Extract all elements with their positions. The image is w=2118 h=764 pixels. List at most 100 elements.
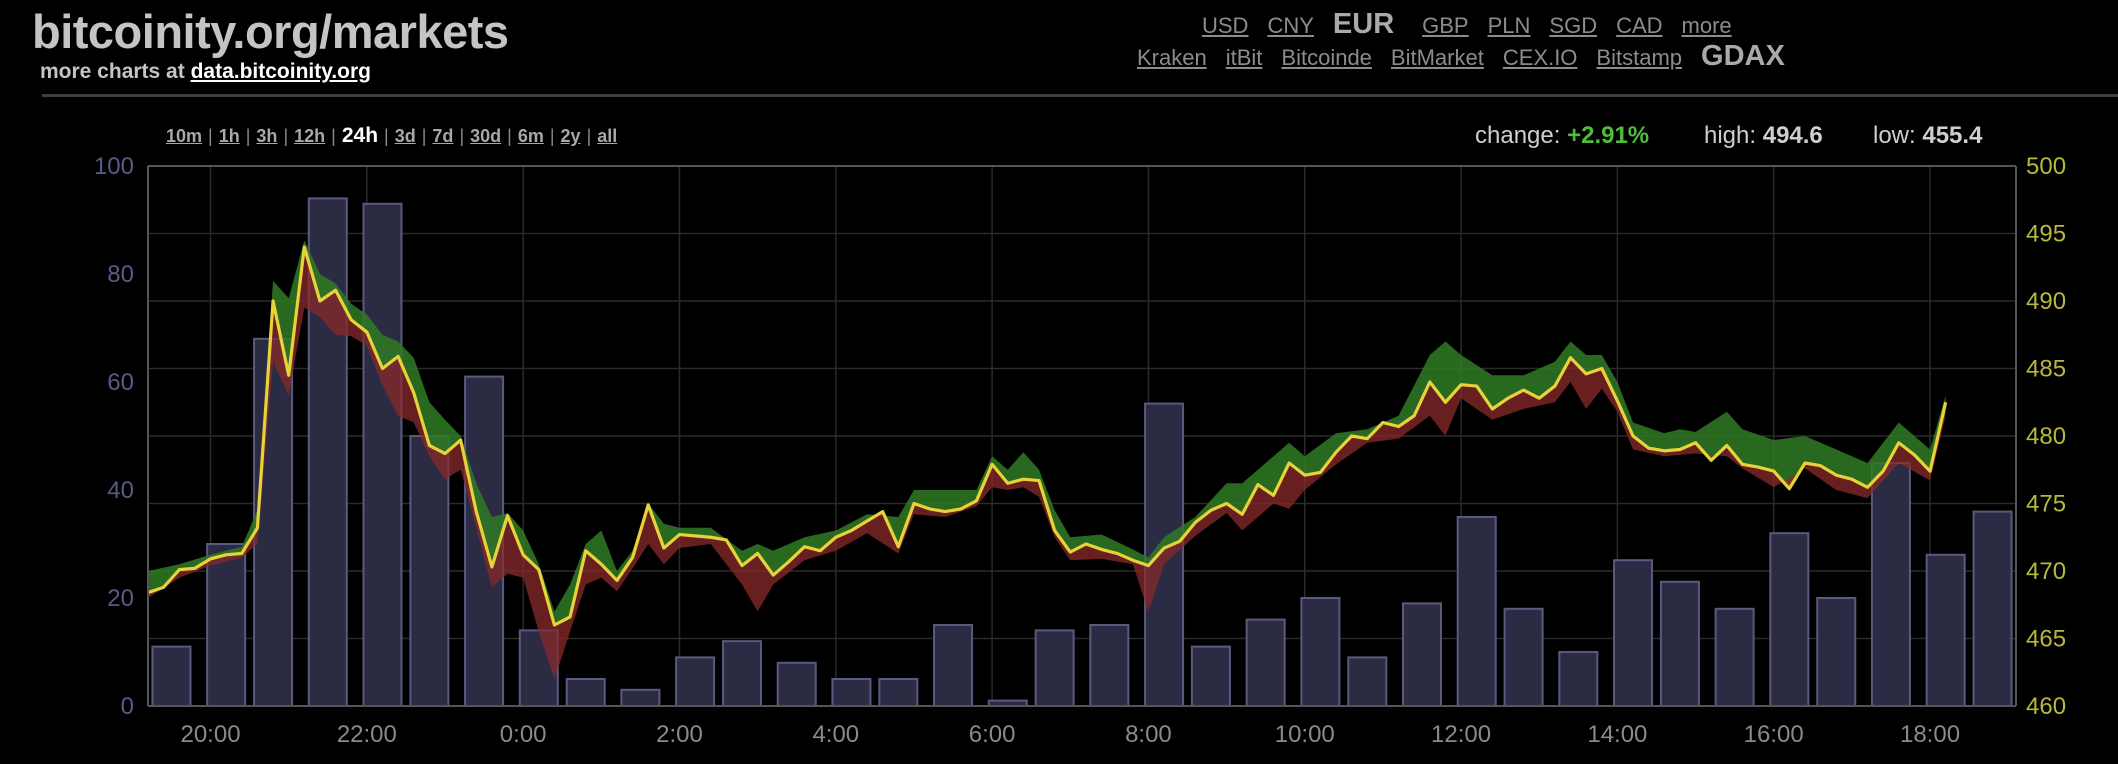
y-right-tick-label: 475 <box>2026 491 2066 518</box>
data-site-link[interactable]: data.bitcoinity.org <box>190 60 372 83</box>
volume-bar <box>1769 532 1810 708</box>
range-12h[interactable]: 12h <box>294 126 326 146</box>
volume-bar <box>831 678 872 707</box>
range-1h[interactable]: 1h <box>218 126 240 146</box>
volume-bar <box>409 435 450 707</box>
y-right-tick-label: 480 <box>2026 423 2066 450</box>
range-10m[interactable]: 10m <box>166 126 203 146</box>
volume-bar <box>206 543 247 707</box>
range-separator: | <box>507 126 512 146</box>
y-right-tick-label: 495 <box>2026 221 2066 248</box>
volume-bar <box>1245 618 1286 707</box>
exchange-kraken[interactable]: Kraken <box>1137 45 1207 70</box>
x-tick-label: 2:00 <box>656 721 703 748</box>
currency-gbp[interactable]: GBP <box>1422 13 1469 38</box>
y-right-tick-label: 460 <box>2026 693 2066 720</box>
change-stat: change: +2.91% <box>1475 122 1649 150</box>
y-right-tick-label: 485 <box>2026 356 2066 383</box>
y-right-tick-label: 500 <box>2026 153 2066 180</box>
currency-usd[interactable]: USD <box>1202 13 1249 38</box>
range-30d[interactable]: 30d <box>470 126 502 146</box>
price-line <box>147 245 1948 627</box>
volume-bar <box>675 656 716 708</box>
y-right-tick-label: 490 <box>2026 288 2066 315</box>
volume-bar <box>1925 553 1966 707</box>
volume-bar <box>1870 462 1911 707</box>
volume-bar <box>1659 580 1700 707</box>
range-separator: | <box>421 126 427 146</box>
range-separator: | <box>459 126 465 146</box>
volume-bar <box>620 688 661 707</box>
volume-bar <box>1972 510 2013 707</box>
volume-bar <box>722 640 763 708</box>
exchange-cex-io[interactable]: CEX.IO <box>1502 45 1578 70</box>
range-3h[interactable]: 3h <box>256 126 278 146</box>
range-24h: 24h <box>341 124 379 147</box>
range-7d[interactable]: 7d <box>432 126 454 146</box>
volume-bar <box>151 645 192 707</box>
x-tick-label: 20:00 <box>180 721 240 748</box>
volume-bar <box>1613 559 1654 708</box>
change-value: +2.91% <box>1567 122 1650 149</box>
x-tick-label: 4:00 <box>812 721 859 748</box>
high-value: 494.6 <box>1762 122 1823 149</box>
x-tick-label: 10:00 <box>1275 721 1335 748</box>
currency-cad[interactable]: CAD <box>1616 13 1663 38</box>
low-value: 455.4 <box>1922 122 1983 149</box>
volume-bar <box>1816 597 1857 707</box>
y-left-tick-label: 80 <box>107 261 134 288</box>
range-separator: | <box>331 126 336 146</box>
high-stat: high: 494.6 <box>1704 122 1823 150</box>
currency-cny[interactable]: CNY <box>1267 13 1314 38</box>
volume-bar <box>1558 651 1599 707</box>
range-separator: | <box>283 126 289 146</box>
exchange-bitcoinde[interactable]: Bitcoinde <box>1281 45 1372 70</box>
y-left-tick-label: 100 <box>94 153 134 180</box>
currency-sgd[interactable]: SGD <box>1549 13 1598 38</box>
exchange-bitmarket[interactable]: BitMarket <box>1390 45 1484 70</box>
high-label: high: <box>1704 122 1763 149</box>
exchange-gdax: GDAX <box>1701 40 1785 72</box>
volume-bar <box>933 624 974 707</box>
currency-eur: EUR <box>1332 8 1395 40</box>
y-right-tick-label: 465 <box>2026 626 2066 653</box>
x-tick-label: 0:00 <box>500 721 547 748</box>
range-separator: | <box>586 126 592 146</box>
header-divider <box>42 94 2118 97</box>
x-tick-label: 22:00 <box>337 721 397 748</box>
currency-more[interactable]: more <box>1681 13 1732 38</box>
range-separator: | <box>245 126 251 146</box>
volume-bar <box>1300 597 1341 707</box>
volume-bar <box>362 202 403 708</box>
exchange-selector: Kraken itBit Bitcoinde BitMarket CEX.IO Bitst… <box>1137 40 1813 73</box>
range-2y[interactable]: 2y <box>560 126 581 146</box>
volume-bar <box>1456 516 1497 707</box>
y-left-tick-label: 0 <box>121 693 134 720</box>
y-left-tick-label: 20 <box>107 585 134 612</box>
range-6m[interactable]: 6m <box>517 126 544 146</box>
volume-bar <box>1714 607 1755 707</box>
exchange-bitstamp[interactable]: Bitstamp <box>1596 45 1683 70</box>
range-all[interactable]: all <box>597 126 618 146</box>
y-left-tick-label: 60 <box>107 369 134 396</box>
x-tick-label: 12:00 <box>1431 721 1491 748</box>
volume-bar <box>253 337 294 707</box>
volume-bar <box>1503 607 1544 707</box>
y-left-tick-label: 40 <box>107 477 134 504</box>
x-tick-label: 16:00 <box>1744 721 1804 748</box>
range-3d[interactable]: 3d <box>394 126 416 146</box>
currency-pln[interactable]: PLN <box>1487 13 1531 38</box>
range-separator: | <box>549 126 555 146</box>
x-tick-label: 6:00 <box>969 721 1016 748</box>
range-separator: | <box>208 126 213 146</box>
x-tick-label: 8:00 <box>1125 721 1172 748</box>
exchange-itbit[interactable]: itBit <box>1225 45 1263 70</box>
site-title[interactable]: bitcoinity.org/markets <box>32 5 509 58</box>
x-tick-label: 14:00 <box>1587 721 1647 748</box>
volume-bar <box>1190 645 1231 707</box>
change-label: change: <box>1475 122 1568 149</box>
low-stat: low: 455.4 <box>1873 122 1982 150</box>
x-tick-label: 18:00 <box>1900 721 1960 748</box>
